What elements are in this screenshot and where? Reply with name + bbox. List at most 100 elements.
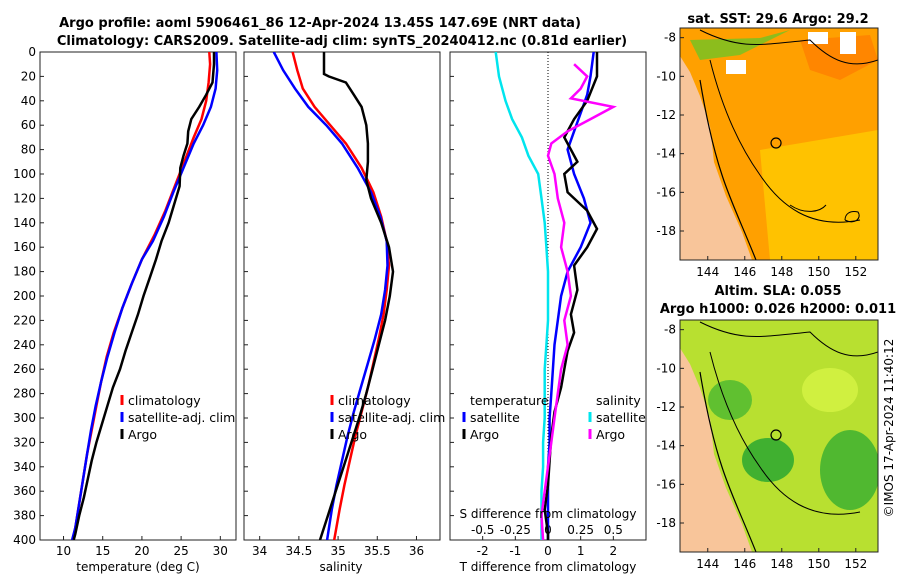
difference-series-s-argo — [540, 63, 617, 540]
map-x-tick-label: 148 — [770, 557, 793, 571]
legend-label-climatology: climatology — [338, 393, 411, 408]
map-y-tick-label: -10 — [656, 69, 676, 83]
legend-label-argo: Argo — [338, 427, 367, 442]
sla-argo-position-marker — [770, 429, 782, 441]
salinity-axes-frame — [243, 51, 441, 541]
sla-isobath — [709, 351, 861, 515]
map-y-tick-label: -18 — [656, 224, 676, 238]
sla-high — [802, 368, 858, 412]
y-tick-label: 80 — [21, 143, 36, 157]
y-tick-label: 160 — [13, 240, 36, 254]
map-y-tick-label: -8 — [664, 323, 676, 337]
temperature-axes-frame — [39, 51, 237, 541]
y-tick-label: 120 — [13, 191, 36, 205]
map-x-tick-label: 148 — [770, 265, 793, 279]
x-tick-label: 10 — [56, 544, 71, 558]
x-tick-label: -2 — [477, 544, 489, 558]
temperature-xlabel: temperature (deg C) — [76, 560, 199, 574]
y-tick-label: 240 — [13, 338, 36, 352]
sst-map-panel: sat. SST: 29.6 Argo: 29.2 144 146 148 150 15… — [656, 12, 879, 279]
sla-map-title: Altim. SLA: 0.055 — [715, 284, 842, 299]
legend-label-satellite: satellite-adj. clim — [338, 410, 445, 425]
sst-missing-data — [840, 32, 856, 54]
difference-series-s-satellite — [494, 52, 550, 540]
x-tick-label: -1 — [509, 544, 521, 558]
map-y-tick-label: -8 — [664, 31, 676, 45]
figure-title-line1: Argo profile: aoml 5906461_86 12-Apr-202… — [59, 16, 581, 31]
salinity-xlabel: salinity — [319, 560, 362, 574]
legend-label-t-argo: Argo — [470, 427, 499, 442]
map-x-tick-label: 146 — [733, 265, 756, 279]
s-x-tick-label: 0.25 — [567, 523, 594, 537]
y-tick-label: 360 — [13, 484, 36, 498]
sst-map-title: sat. SST: 29.6 Argo: 29.2 — [687, 12, 868, 27]
x-tick-label: 34.5 — [286, 544, 313, 558]
temperature-panel: 0 20 40 60 80 100 120 140 160 180 200 220 240 260 280 3… — [13, 45, 237, 574]
y-tick-label: 140 — [13, 216, 36, 230]
sst-cool-zone — [800, 35, 878, 80]
salinity-panel: 34 34.5 35 35.5 36 salinity climatology sate… — [243, 51, 445, 574]
legend-title-temperature: temperature — [470, 393, 549, 408]
imos-credit: ©IMOS 17-Apr-2024 11:40:12 — [882, 339, 896, 518]
sst-map-frame — [679, 27, 879, 261]
y-tick-label: 380 — [13, 509, 36, 523]
sla-eddy — [708, 380, 752, 420]
x-tick-label: 0 — [544, 544, 552, 558]
x-tick-label: 2 — [610, 544, 618, 558]
sst-reef-contour — [844, 211, 860, 223]
x-tick-label: 15 — [95, 544, 110, 558]
sst-green-zone — [690, 30, 790, 60]
legend-label-t-satellite: satellite — [470, 410, 520, 425]
temperature-series-argo — [72, 52, 216, 540]
legend-label-climatology: climatology — [128, 393, 201, 408]
sst-reef-contour — [789, 204, 827, 212]
map-y-tick-label: -16 — [656, 185, 676, 199]
x-tick-label: 20 — [134, 544, 149, 558]
sst-argo-position-marker — [770, 137, 782, 149]
x-tick-label: 1 — [577, 544, 585, 558]
x-tick-label: 35 — [330, 544, 345, 558]
y-tick-label: 180 — [13, 265, 36, 279]
y-tick-label: 20 — [21, 69, 36, 83]
map-x-tick-label: 152 — [844, 265, 867, 279]
legend-label-s-satellite: satellite — [596, 410, 646, 425]
map-y-tick-label: -16 — [656, 477, 676, 491]
y-tick-label: 280 — [13, 387, 36, 401]
salinity-legend: climatology satellite-adj. clim Argo — [330, 393, 445, 442]
legend-title-salinity: salinity — [596, 393, 641, 408]
legend-label-s-argo: Argo — [596, 427, 625, 442]
salinity-series-satellite-adj-clim — [272, 52, 389, 540]
difference-legend-salinity: salinity satellite Argo — [588, 393, 646, 442]
temperature-series-satellite-adj-clim — [70, 52, 219, 540]
sst-warm-zone — [760, 130, 878, 260]
sst-coastline — [699, 79, 757, 260]
map-y-tick-label: -12 — [656, 400, 676, 414]
sst-missing-data — [726, 60, 746, 74]
x-tick-label: 25 — [173, 544, 188, 558]
map-y-tick-label: -14 — [656, 439, 676, 453]
map-x-tick-label: 152 — [844, 557, 867, 571]
x-tick-label: 30 — [213, 544, 228, 558]
sst-missing-data — [808, 32, 828, 44]
sla-coastline — [699, 321, 878, 357]
map-x-tick-label: 144 — [696, 265, 719, 279]
s-x-tick-label: 0.5 — [604, 523, 623, 537]
legend-label-argo: Argo — [128, 427, 157, 442]
temperature-legend: climatology satellite-adj. clim Argo — [120, 393, 235, 442]
sla-eddy — [820, 430, 878, 510]
sla-eddy — [742, 438, 794, 482]
s-difference-xlabel: S difference from climatology — [460, 507, 637, 521]
sla-map-panel: Altim. SLA: 0.055 Argo h1000: 0.026 h200… — [656, 284, 896, 571]
y-tick-label: 400 — [13, 533, 36, 547]
sla-coastline — [699, 371, 757, 552]
y-tick-label: 220 — [13, 313, 36, 327]
s-x-tick-label: -0.5 — [471, 523, 494, 537]
difference-panel: -2 -1 0 1 2 -0.5 -0.25 0 0.25 0.5 S difference f… — [449, 51, 647, 574]
y-tick-label: 60 — [21, 118, 36, 132]
sst-coastline — [699, 29, 878, 65]
y-tick-label: 320 — [13, 435, 36, 449]
map-x-tick-label: 150 — [807, 557, 830, 571]
map-y-tick-label: -10 — [656, 361, 676, 375]
map-x-tick-label: 144 — [696, 557, 719, 571]
